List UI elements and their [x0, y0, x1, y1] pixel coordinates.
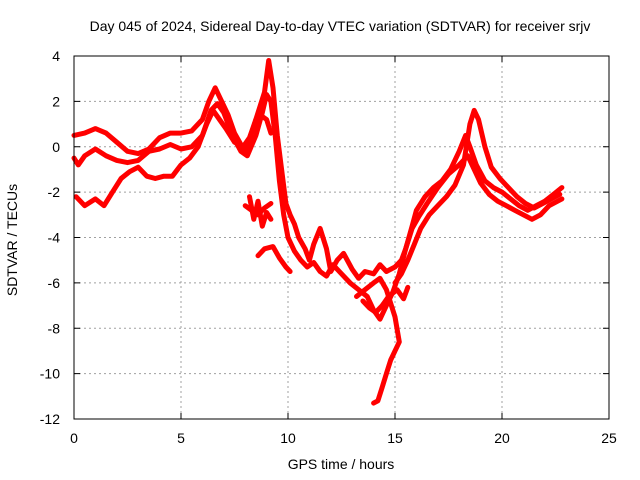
x-axis-label: GPS time / hours: [288, 456, 395, 472]
series-line-track-g: [354, 275, 402, 406]
y-tick-label: -4: [48, 230, 61, 246]
series-line-track-i: [360, 284, 411, 315]
y-tick-label: -12: [40, 411, 60, 427]
chart-title: Day 045 of 2024, Sidereal Day-to-day VTE…: [90, 18, 591, 34]
series-line-track-c: [73, 107, 274, 209]
y-axis-label: SDTVAR / TECUs: [4, 184, 20, 296]
grid: [74, 56, 609, 419]
x-tick-label: 0: [70, 430, 78, 446]
x-tick-label: 20: [494, 430, 510, 446]
x-tick-label: 15: [387, 430, 403, 446]
ticks: 0 5 10 15 20 25 -12 -10 -8 -6 -4 -2 0 2 4: [40, 48, 617, 446]
y-tick-label: -8: [48, 320, 61, 336]
x-tick-label: 25: [601, 430, 617, 446]
y-tick-label: 0: [52, 139, 60, 155]
series-layer: [71, 58, 565, 406]
series-line-track-e: [247, 194, 274, 229]
series-line-track-b: [71, 92, 565, 322]
series-line-track-f: [255, 244, 293, 274]
y-tick-label: -10: [40, 366, 60, 382]
series-line-track-h: [392, 107, 563, 286]
y-tick-label: 4: [52, 48, 60, 64]
series-line-track-a: [71, 58, 565, 281]
y-tick-label: -6: [48, 275, 61, 291]
y-tick-label: 2: [52, 93, 60, 109]
x-tick-label: 10: [280, 430, 296, 446]
y-tick-label: -2: [48, 184, 61, 200]
x-tick-label: 5: [177, 430, 185, 446]
